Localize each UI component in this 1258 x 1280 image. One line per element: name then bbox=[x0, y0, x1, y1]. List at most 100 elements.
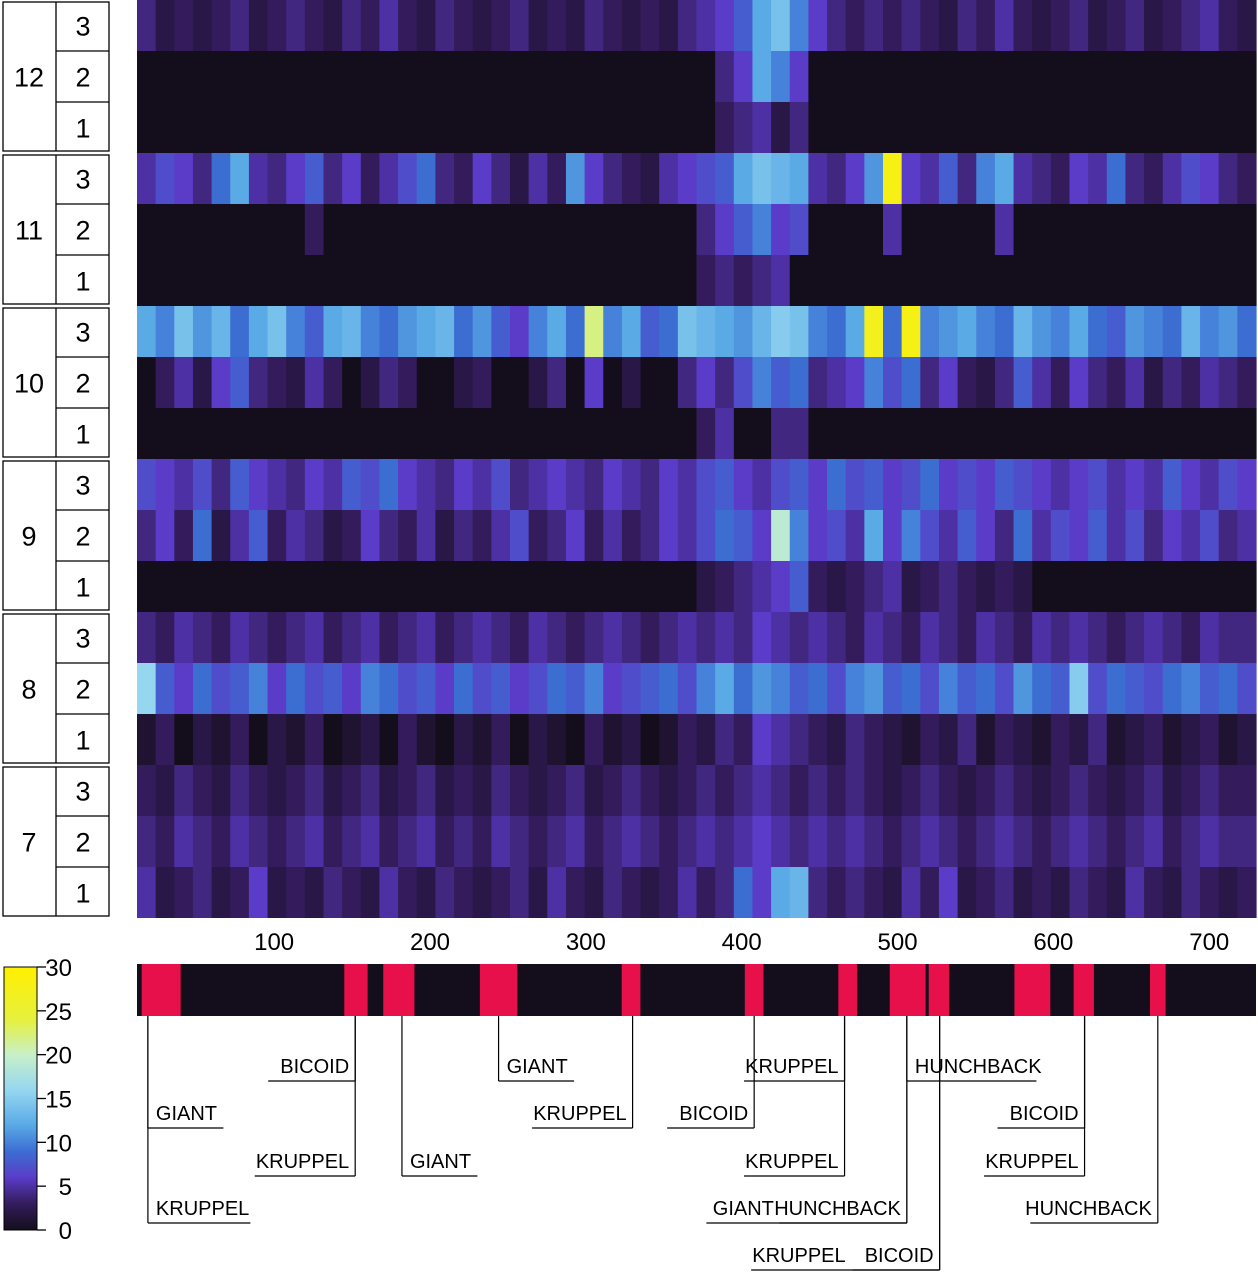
heatmap-cell bbox=[491, 867, 511, 918]
heatmap-cell bbox=[1181, 102, 1201, 153]
heatmap-cell bbox=[230, 663, 250, 714]
heatmap-cell bbox=[733, 867, 754, 918]
heatmap-cell bbox=[230, 765, 250, 816]
heatmap-cell bbox=[808, 561, 828, 612]
heatmap-cell bbox=[901, 459, 921, 510]
heatmap-cell bbox=[174, 765, 194, 816]
heatmap-cell bbox=[547, 51, 567, 102]
heatmap-cell bbox=[323, 561, 343, 612]
heatmap-cell bbox=[1237, 714, 1257, 765]
row-label: 1 bbox=[75, 420, 90, 450]
heatmap-cell bbox=[1013, 51, 1033, 102]
heatmap-cell bbox=[696, 510, 716, 561]
heatmap-cell bbox=[827, 510, 847, 561]
heatmap-cell bbox=[1106, 408, 1127, 459]
heatmap-cell bbox=[1088, 663, 1108, 714]
heatmap-cell bbox=[733, 663, 754, 714]
heatmap-cell bbox=[771, 306, 791, 357]
heatmap-cell bbox=[733, 357, 754, 408]
heatmap-cell bbox=[304, 0, 325, 51]
heatmap-cell bbox=[137, 561, 157, 612]
heatmap-cell bbox=[510, 816, 530, 867]
heatmap-cell bbox=[1088, 867, 1108, 918]
heatmap-cell bbox=[1218, 765, 1238, 816]
heatmap-cell bbox=[789, 153, 809, 204]
heatmap-cell bbox=[1069, 306, 1089, 357]
heatmap-cell bbox=[1013, 255, 1033, 306]
group-label: 9 bbox=[21, 522, 36, 552]
heatmap-cell bbox=[920, 612, 940, 663]
heatmap-cell bbox=[1144, 408, 1164, 459]
heatmap-cell bbox=[192, 663, 213, 714]
heatmap-cell bbox=[304, 816, 325, 867]
heatmap-cell bbox=[1013, 357, 1033, 408]
heatmap-cell bbox=[901, 612, 921, 663]
colorbar-tick-label: 0 bbox=[59, 1218, 72, 1245]
heatmap-cell bbox=[510, 255, 530, 306]
heatmap-cell bbox=[1237, 0, 1257, 51]
heatmap-cell bbox=[174, 867, 194, 918]
heatmap-cell bbox=[174, 153, 194, 204]
heatmap-cell bbox=[1013, 204, 1033, 255]
heatmap-cell bbox=[677, 510, 698, 561]
heatmap-cell bbox=[1181, 612, 1201, 663]
heatmap-cell bbox=[1181, 51, 1201, 102]
heatmap-cell bbox=[510, 612, 530, 663]
binding-site bbox=[928, 964, 949, 1016]
heatmap-cell bbox=[845, 765, 865, 816]
heatmap-cell bbox=[584, 459, 604, 510]
heatmap-cell bbox=[1218, 51, 1238, 102]
heatmap-cell bbox=[1237, 51, 1257, 102]
heatmap-cell bbox=[621, 0, 642, 51]
heatmap-cell bbox=[808, 867, 828, 918]
heatmap-cell bbox=[472, 714, 492, 765]
heatmap-cell bbox=[211, 306, 231, 357]
heatmap-cell bbox=[174, 561, 194, 612]
heatmap-cell bbox=[920, 459, 940, 510]
heatmap-cell bbox=[1162, 663, 1182, 714]
heatmap-cell bbox=[845, 153, 865, 204]
heatmap-cell bbox=[677, 204, 698, 255]
heatmap-cell bbox=[1088, 102, 1108, 153]
heatmap-cell bbox=[360, 714, 381, 765]
heatmap-cell bbox=[827, 51, 847, 102]
heatmap-cell bbox=[454, 612, 474, 663]
heatmap-cell bbox=[342, 51, 362, 102]
heatmap-cell bbox=[1237, 663, 1257, 714]
heatmap-cell bbox=[976, 357, 996, 408]
heatmap-cell bbox=[976, 612, 996, 663]
heatmap-cell bbox=[715, 459, 735, 510]
heatmap-cell bbox=[267, 816, 287, 867]
heatmap-cell bbox=[584, 408, 604, 459]
heatmap-cell bbox=[640, 153, 660, 204]
heatmap-cell bbox=[1032, 663, 1052, 714]
heatmap-cell bbox=[1237, 153, 1257, 204]
heatmap-cell bbox=[155, 816, 175, 867]
heatmap-cell bbox=[491, 561, 511, 612]
heatmap-cell bbox=[137, 765, 157, 816]
heatmap-cell bbox=[789, 612, 809, 663]
heatmap-cell bbox=[883, 0, 903, 51]
heatmap-cell bbox=[137, 102, 157, 153]
binding-site-label: GIANT bbox=[410, 1151, 471, 1173]
heatmap-cell bbox=[771, 102, 791, 153]
heatmap-cell bbox=[883, 204, 903, 255]
heatmap-cell bbox=[472, 408, 492, 459]
heatmap-cell bbox=[323, 714, 343, 765]
row-label: 2 bbox=[75, 216, 90, 246]
heatmap-cell bbox=[584, 714, 604, 765]
heatmap-cell bbox=[137, 0, 157, 51]
heatmap-cell bbox=[752, 51, 772, 102]
heatmap-cell bbox=[286, 51, 306, 102]
heatmap-cell bbox=[267, 0, 287, 51]
heatmap-cell bbox=[976, 561, 996, 612]
heatmap-cell bbox=[733, 612, 754, 663]
heatmap-cell bbox=[827, 408, 847, 459]
heatmap-cell bbox=[957, 204, 977, 255]
heatmap-cell bbox=[398, 714, 418, 765]
heatmap-cell bbox=[1181, 510, 1201, 561]
heatmap-cell bbox=[342, 408, 362, 459]
heatmap-cell bbox=[920, 816, 940, 867]
heatmap-cell bbox=[771, 51, 791, 102]
heatmap-cell bbox=[659, 204, 679, 255]
